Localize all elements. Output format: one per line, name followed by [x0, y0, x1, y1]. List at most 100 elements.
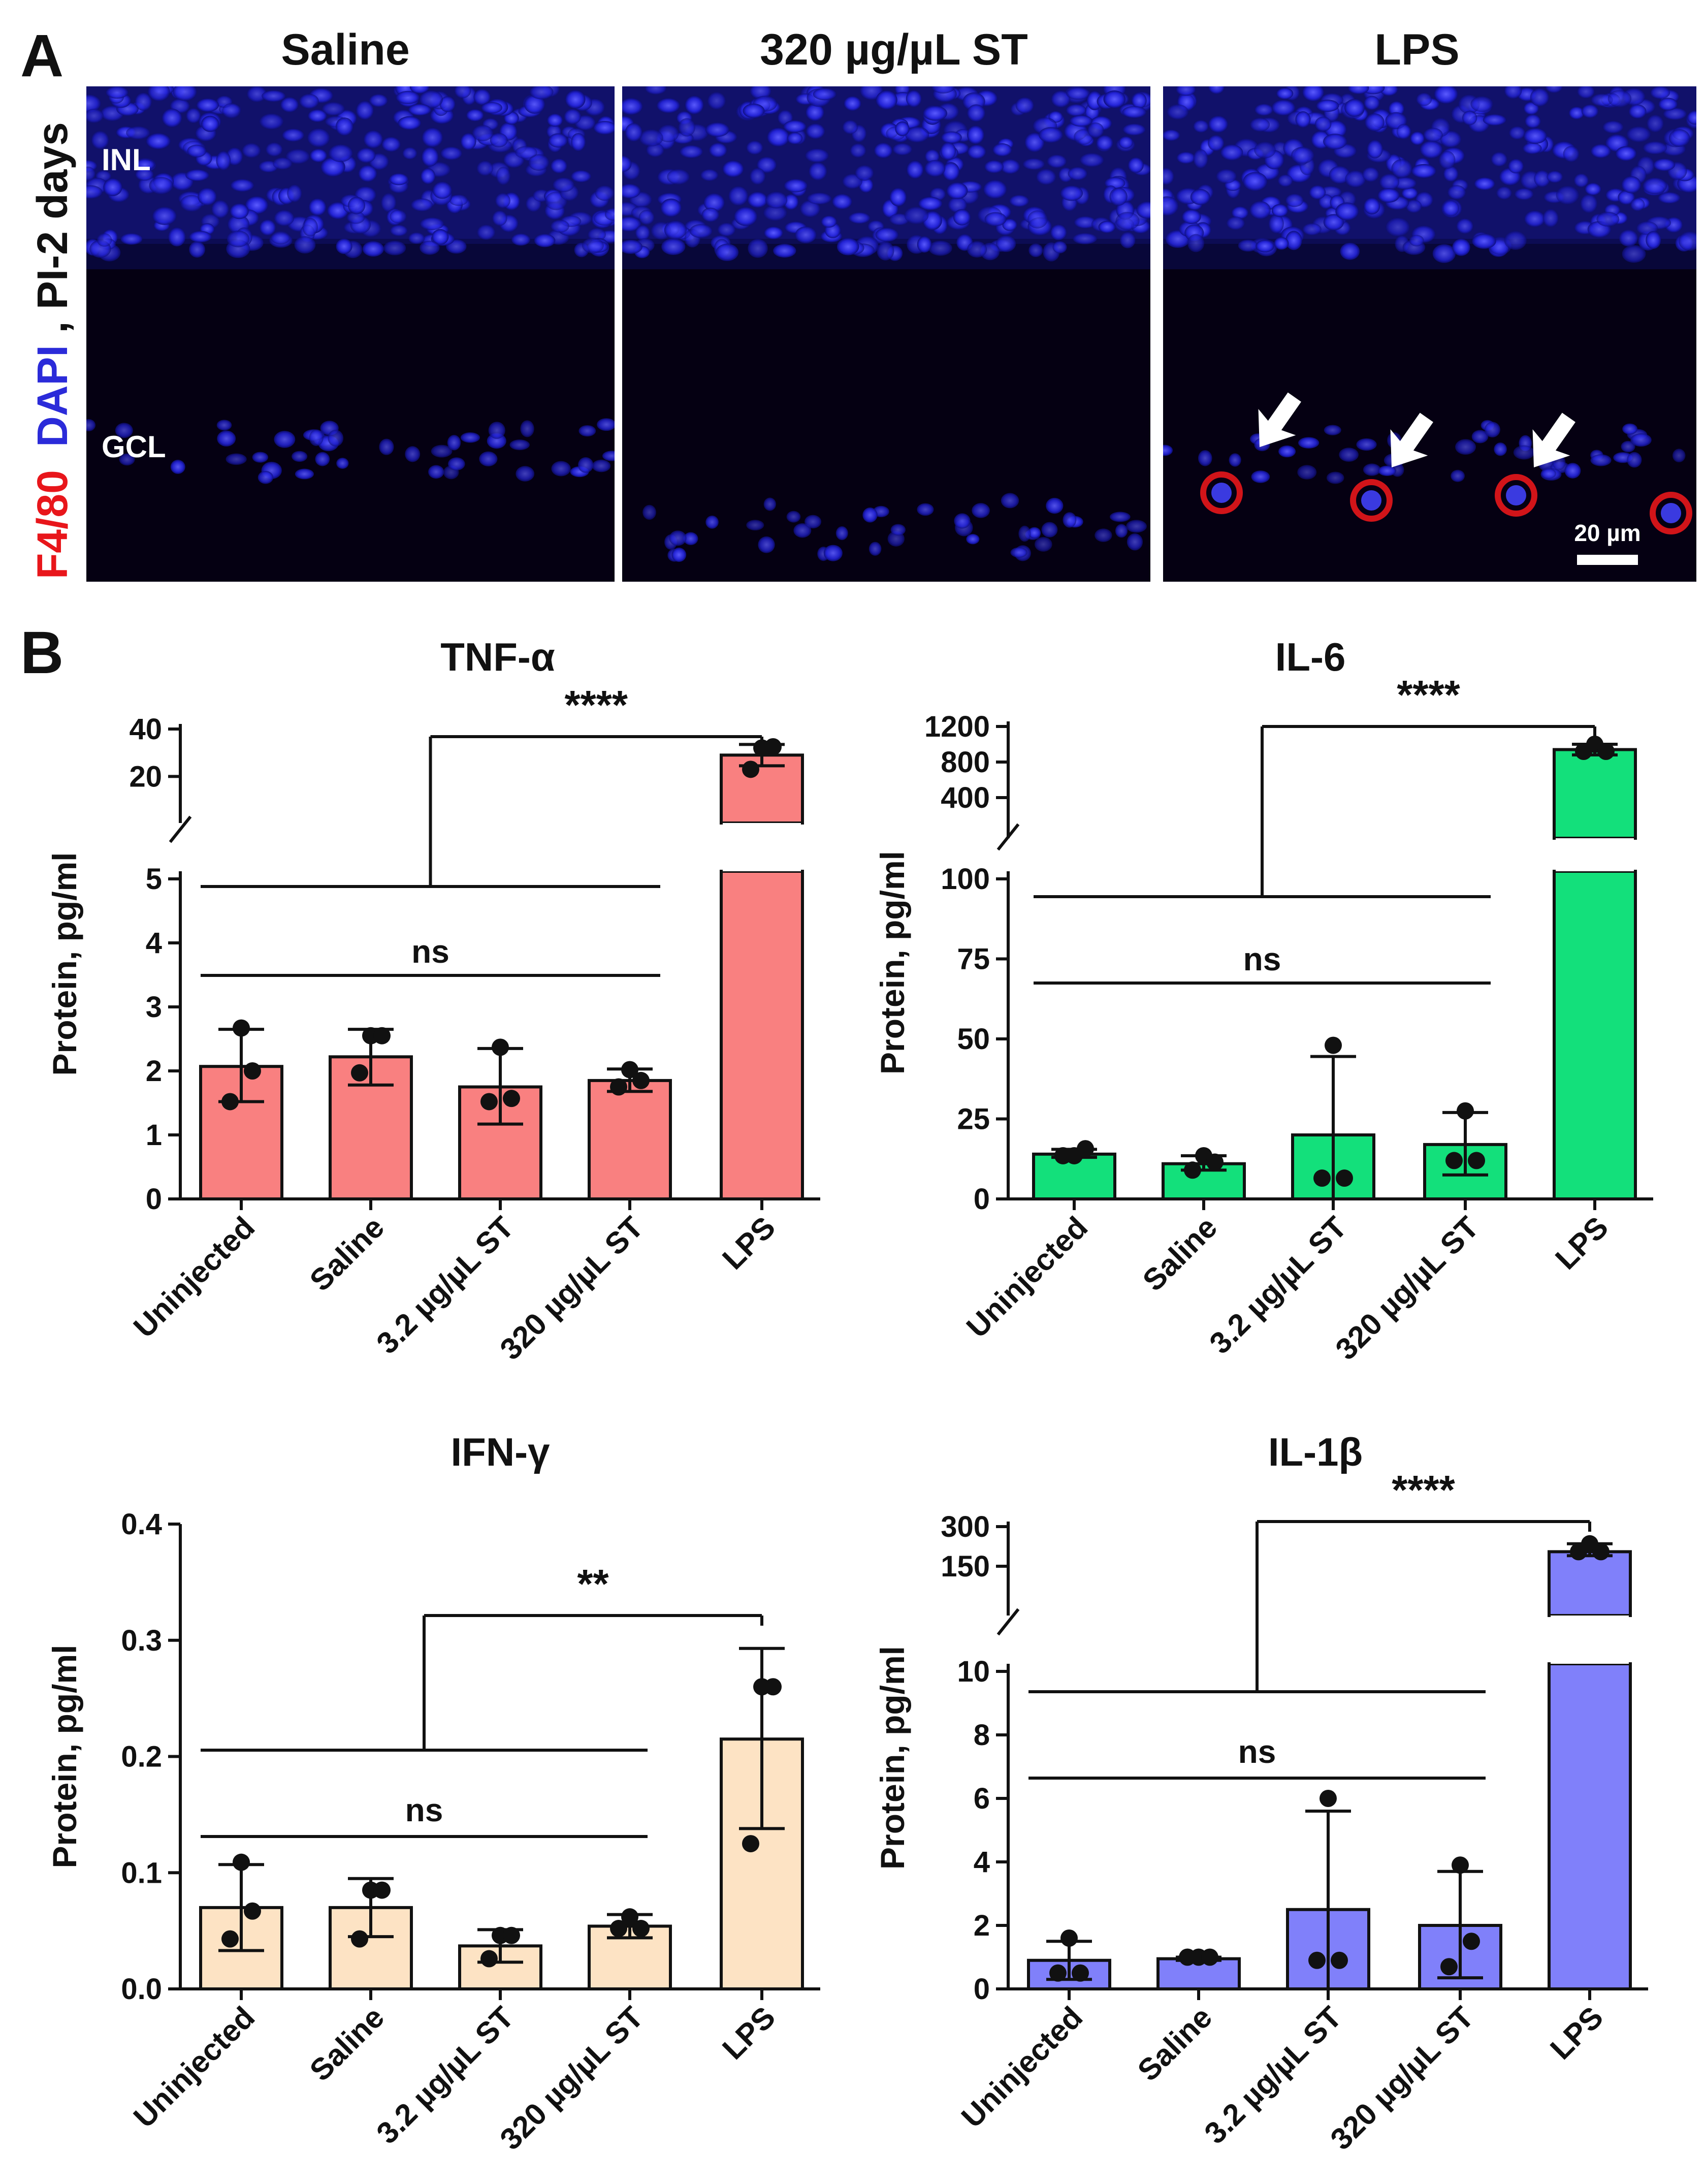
y-tick-label: 300 — [941, 1510, 990, 1543]
dapi-nucleus — [1297, 465, 1317, 480]
dapi-nucleus — [1243, 172, 1268, 191]
chart-il-1-beta: IL-1β Protein, pg/ml 0 2 4 6 8 10 150 300 Uninject… — [874, 1430, 1648, 2157]
dapi-nucleus — [180, 195, 203, 212]
dapi-nucleus — [571, 133, 586, 151]
data-point — [503, 1090, 520, 1107]
dapi-nucleus — [1115, 212, 1140, 230]
dapi-nucleus — [564, 109, 582, 124]
dapi-nucleus — [1271, 204, 1288, 217]
dapi-nucleus — [709, 143, 727, 157]
layer-label-gcl: GCL — [102, 430, 166, 464]
dapi-nucleus — [1074, 216, 1097, 229]
dapi-nucleus — [390, 209, 407, 224]
dapi-nucleus — [705, 122, 729, 137]
dapi-nucleus — [1622, 423, 1638, 435]
dapi-nucleus — [1232, 206, 1248, 219]
dapi-nucleus — [106, 86, 128, 99]
dapi-nucleus — [135, 159, 155, 171]
dapi-nucleus — [1447, 185, 1466, 200]
dapi-nucleus — [280, 97, 299, 112]
y-tick-label: 3 — [146, 991, 162, 1024]
dapi-nucleus — [320, 157, 345, 177]
dapi-nucleus — [1396, 123, 1411, 140]
dapi-nucleus — [1504, 86, 1522, 99]
x-tick-label: 3.2 µg/µL ST — [1203, 1210, 1353, 1360]
y-tick-label: 2 — [974, 1909, 990, 1942]
data-point — [221, 1930, 239, 1948]
dapi-nucleus — [1672, 449, 1686, 463]
dapi-nucleus — [390, 225, 408, 236]
y-tick-label: 10 — [957, 1655, 990, 1688]
dapi-nucleus — [1285, 231, 1302, 250]
dapi-nucleus — [1363, 463, 1381, 476]
data-point — [1060, 1929, 1078, 1947]
data-point — [610, 1920, 627, 1938]
dapi-nucleus — [786, 511, 801, 523]
dapi-nucleus — [1344, 99, 1365, 117]
data-point — [1054, 1147, 1072, 1164]
dapi-nucleus — [1098, 220, 1116, 233]
layer-label-inl: INL — [102, 143, 151, 177]
dapi-nucleus — [509, 439, 530, 451]
dapi-nucleus — [622, 239, 642, 254]
dapi-nucleus — [460, 432, 480, 443]
dapi-nucleus — [1643, 141, 1667, 154]
data-point — [1336, 1169, 1353, 1187]
dapi-nucleus — [717, 223, 735, 237]
data-point — [480, 1093, 498, 1111]
bar — [1553, 870, 1637, 1200]
dapi-nucleus — [1323, 134, 1347, 150]
dapi-nucleus — [1364, 96, 1380, 110]
dapi-nucleus — [809, 162, 827, 180]
f480-macrophage — [1350, 479, 1393, 522]
dapi-nucleus — [1022, 158, 1045, 170]
data-point — [1201, 1948, 1218, 1966]
dapi-nucleus — [420, 240, 440, 255]
dapi-nucleus — [1220, 144, 1243, 161]
dapi-nucleus — [358, 165, 377, 182]
dapi-nucleus — [1377, 188, 1400, 203]
dapi-nucleus — [972, 503, 990, 518]
dapi-nucleus — [492, 210, 507, 226]
y-tick-label: 50 — [957, 1023, 990, 1056]
dapi-nucleus — [1348, 86, 1369, 94]
dapi-nucleus — [369, 94, 388, 107]
y-tick-label: 0.4 — [121, 1508, 162, 1541]
dapi-nucleus — [1335, 202, 1359, 220]
dapi-nucleus — [1256, 240, 1274, 252]
dapi-nucleus — [242, 143, 261, 158]
y-tick-label: 25 — [957, 1103, 990, 1136]
dapi-nucleus — [402, 147, 417, 160]
data-point — [1206, 1153, 1224, 1171]
dapi-nucleus — [1163, 445, 1173, 456]
dapi-nucleus — [1340, 242, 1360, 260]
dapi-nucleus — [103, 178, 122, 197]
dapi-nucleus — [1591, 93, 1613, 107]
dapi-nucleus — [1052, 241, 1067, 254]
bar-break-gap — [1551, 1616, 1629, 1664]
dapi-nucleus — [91, 131, 109, 149]
dapi-nucleus — [748, 239, 768, 258]
dapi-nucleus — [364, 130, 383, 148]
dapi-nucleus — [1051, 90, 1071, 108]
side-label-marker: F4/80 — [28, 470, 76, 579]
dapi-nucleus — [473, 89, 491, 105]
dapi-nucleus — [1298, 437, 1320, 449]
dapi-nucleus — [1066, 104, 1086, 116]
dapi-nucleus — [1472, 233, 1496, 249]
data-point — [1457, 1102, 1474, 1120]
data-point — [373, 1027, 391, 1044]
dapi-nucleus — [700, 169, 719, 181]
dapi-nucleus — [189, 241, 205, 258]
dapi-nucleus — [1272, 100, 1295, 116]
y-tick-label: 6 — [974, 1782, 990, 1815]
data-point — [244, 1902, 261, 1920]
dapi-nucleus — [807, 193, 832, 205]
dapi-nucleus — [1250, 117, 1270, 132]
x-tick-label: Saline — [1136, 1210, 1224, 1297]
dapi-nucleus — [1621, 176, 1641, 194]
dapi-nucleus — [1193, 149, 1208, 169]
dapi-nucleus — [1364, 198, 1380, 214]
dapi-nucleus — [1602, 120, 1624, 134]
